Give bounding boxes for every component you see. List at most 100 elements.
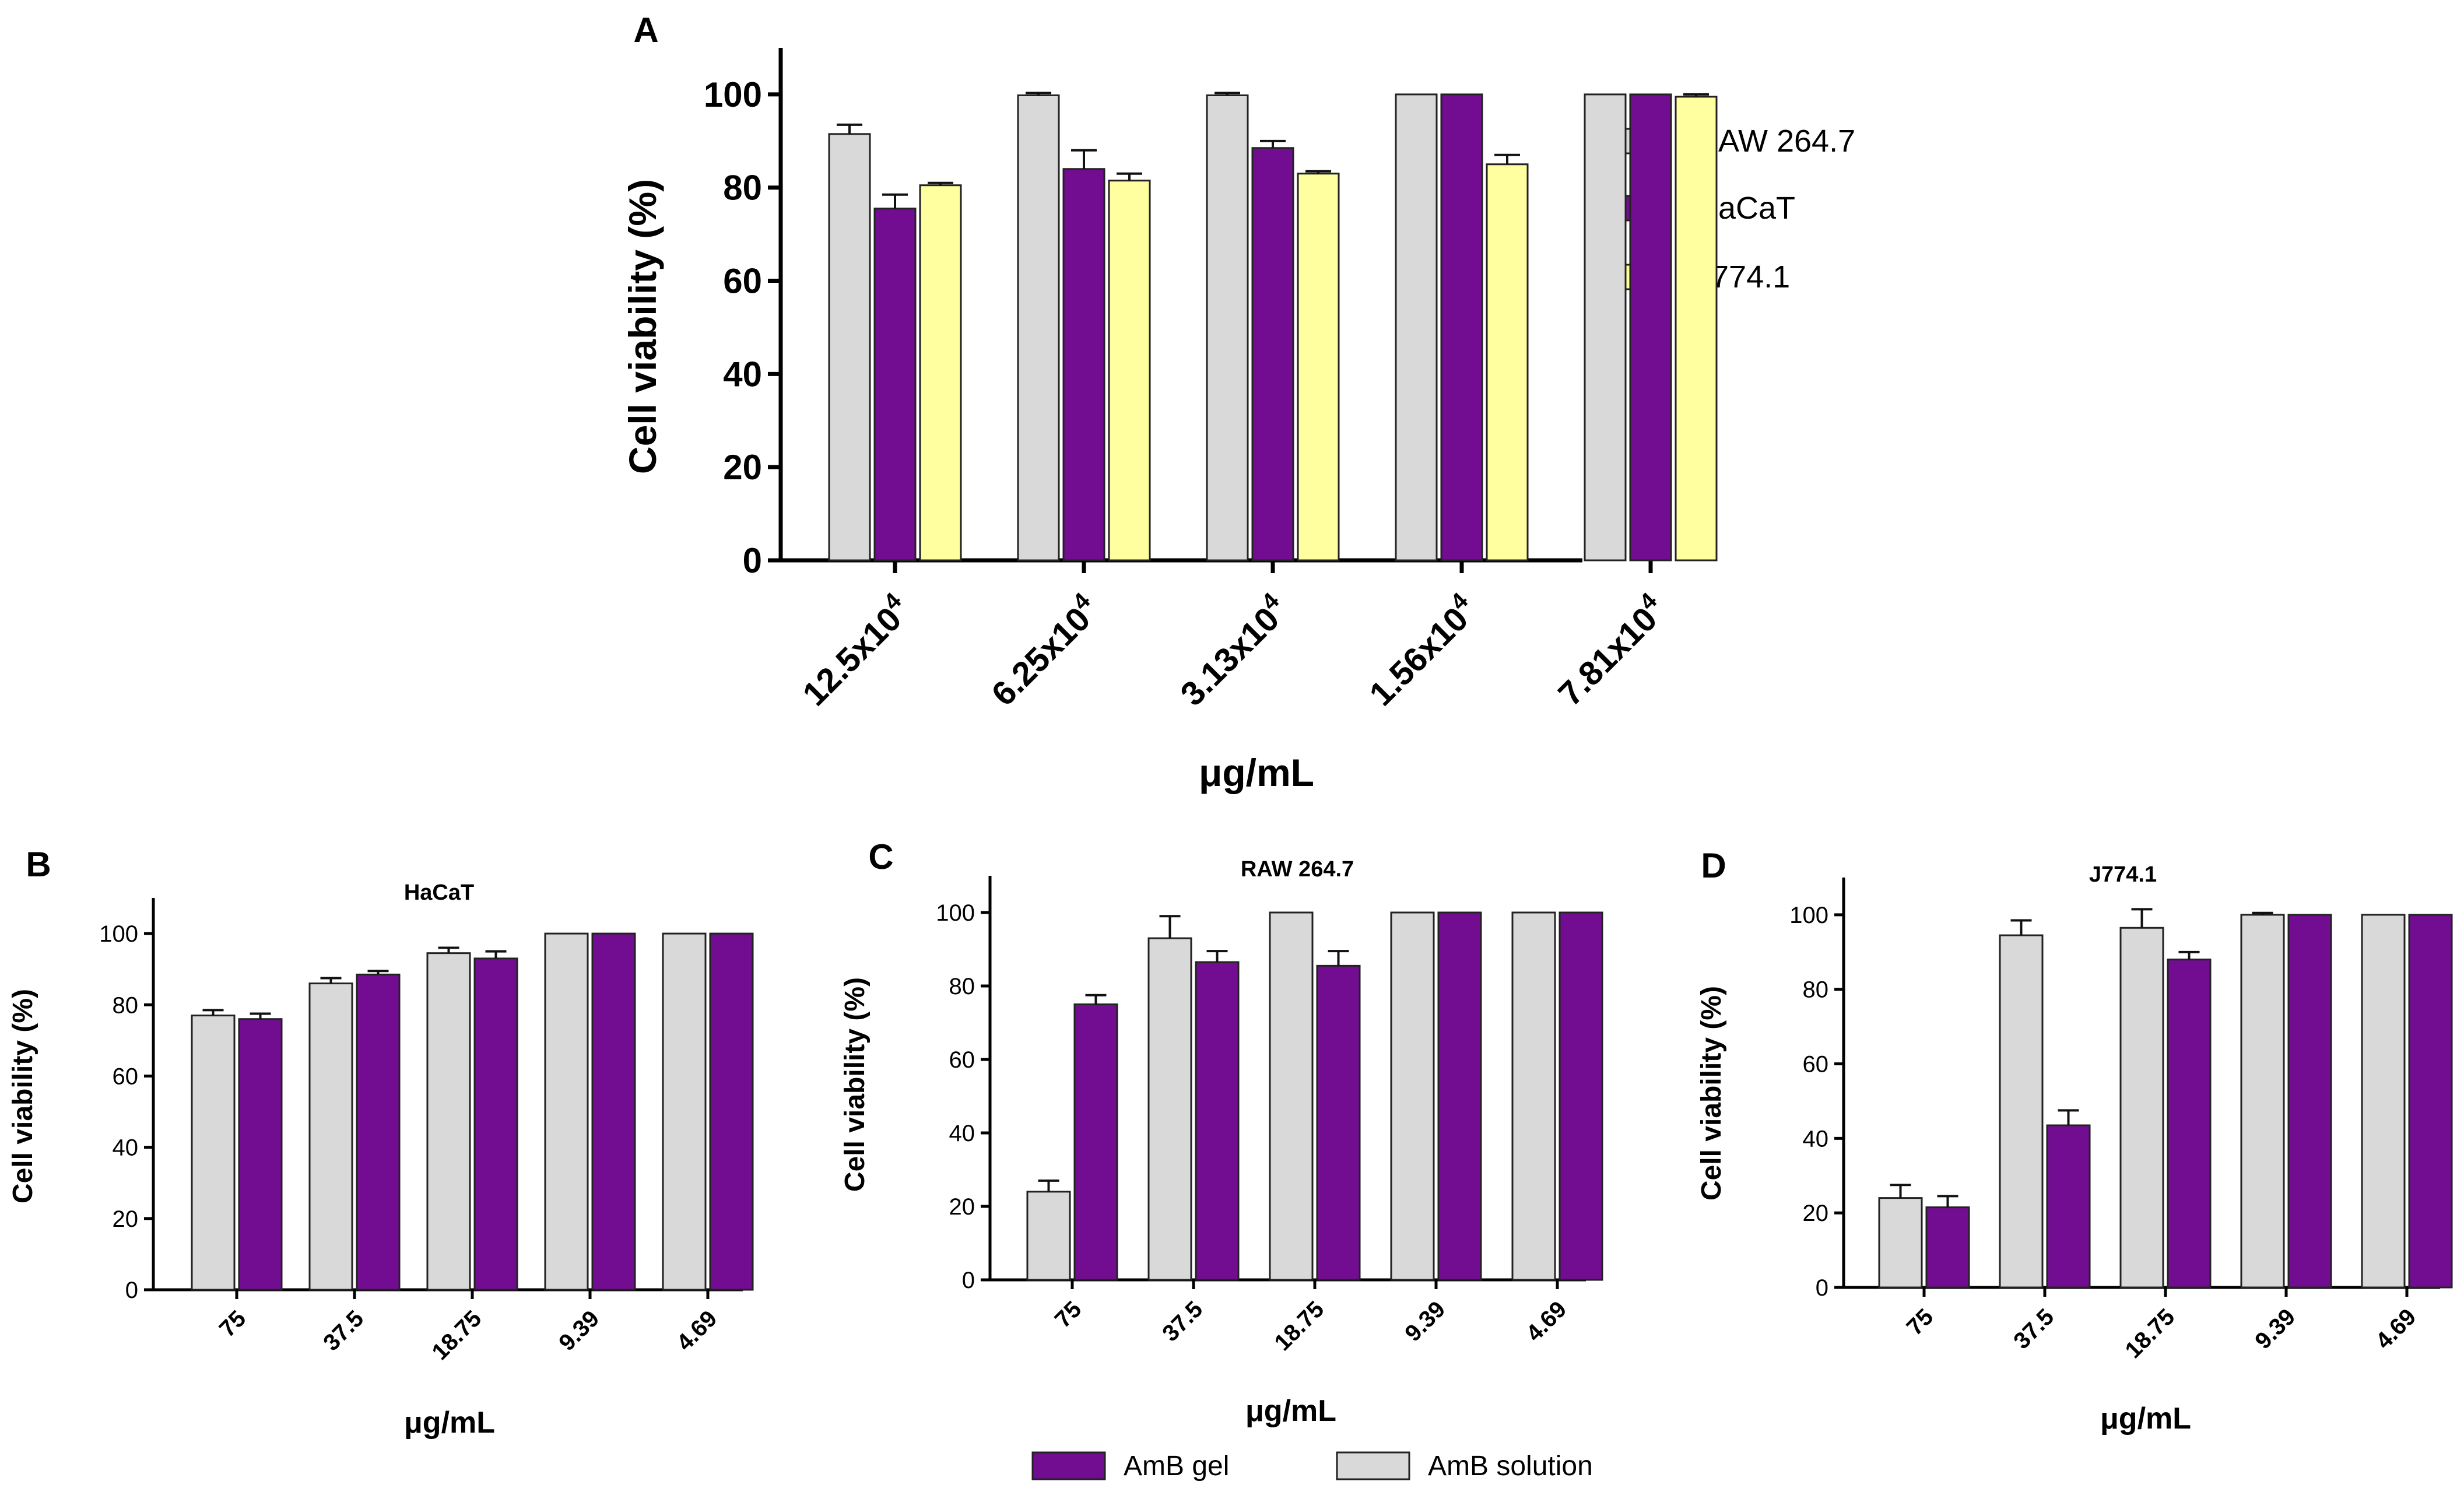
bar-amb-gel	[473, 957, 518, 1291]
bar-amb-solution	[1511, 911, 1556, 1281]
panel-d: D J774.1 Cell viability (%) μg/mL	[1696, 846, 2191, 1436]
x-tick-label-base: 1.56x10	[1362, 600, 1475, 713]
x-tick-label: 4.69	[672, 1306, 722, 1356]
bar-amb-gel	[1437, 911, 1482, 1281]
y-tick-label: 60	[1803, 1052, 1829, 1078]
bar-raw-264-7	[828, 133, 871, 561]
bar-amb-gel	[2046, 1124, 2091, 1289]
bar-amb-solution	[308, 982, 353, 1291]
y-tick-label: 0	[1816, 1275, 1828, 1301]
legend-label-amb-gel: AmB gel	[1124, 1451, 1229, 1482]
bar-amb-gel	[238, 1018, 283, 1291]
x-tick-label: 12.5x104	[792, 588, 918, 713]
bar-hacat	[873, 208, 917, 561]
x-tick-label-base: 6.25x10	[984, 600, 1097, 713]
bar-amb-gel	[591, 932, 636, 1291]
panel-d-y-axis-label: Cell viability (%)	[1696, 986, 1727, 1201]
bar-amb-solution	[426, 952, 471, 1291]
bottom-legend: AmB gel AmB solution	[1031, 1451, 1593, 1482]
y-tick-label: 80	[1803, 977, 1829, 1003]
panel-letter-b: B	[26, 845, 51, 884]
bar-hacat	[1251, 147, 1294, 561]
panel-b-title: HaCaT	[404, 880, 474, 905]
bar-amb-gel	[1195, 961, 1240, 1281]
y-tick-label: 60	[949, 1047, 975, 1073]
y-tick-label: 0	[743, 541, 762, 580]
bar-j774-1	[1675, 96, 1718, 561]
x-tick-label: 9.39	[554, 1306, 604, 1356]
y-tick-label: 20	[113, 1206, 139, 1232]
x-tick-label: 37.5	[318, 1306, 368, 1356]
bar-amb-gel	[2408, 914, 2453, 1289]
panel-a-y-axis-label: Cell viability (%)	[621, 179, 664, 474]
y-tick-label: 40	[1803, 1126, 1829, 1152]
y-tick-label: 100	[936, 900, 975, 926]
x-tick-label: 6.25x104	[981, 588, 1107, 713]
x-tick-label: 18.75	[2120, 1304, 2179, 1363]
panel-letter-c: C	[868, 837, 893, 876]
panel-b-x-axis-label: μg/mL	[404, 1406, 495, 1440]
y-tick-label: 40	[113, 1135, 139, 1161]
bar-j774-1	[1486, 163, 1529, 561]
x-tick-label: 18.75	[1269, 1296, 1329, 1356]
bar-raw-264-7	[1395, 93, 1438, 561]
bar-hacat	[1440, 93, 1483, 561]
chart-a-plot: 0 20 40 60 80 100 12.5x104 6.25x104 3.13x104 1.56…	[704, 48, 1718, 713]
y-tick-label: 60	[723, 262, 762, 301]
x-tick-label: 37.5	[2009, 1304, 2059, 1354]
panel-d-title: J774.1	[2089, 862, 2157, 887]
x-tick-label-base: 3.13x10	[1173, 600, 1286, 713]
x-tick-label: 75	[1902, 1304, 1939, 1340]
y-tick-label: 60	[113, 1064, 139, 1089]
bar-amb-solution	[1878, 1197, 1923, 1289]
y-tick-label: 100	[704, 75, 762, 114]
bar-amb-solution	[2361, 914, 2406, 1289]
y-tick-label: 80	[113, 992, 139, 1018]
panel-d-x-axis-label: μg/mL	[2100, 1402, 2191, 1436]
bar-amb-solution	[1269, 911, 1314, 1281]
bar-amb-gel	[1925, 1206, 1970, 1289]
bar-hacat	[1629, 93, 1672, 561]
y-tick-label: 100	[1789, 903, 1828, 928]
x-tick-label: 1.56x104	[1359, 588, 1484, 713]
bar-amb-solution	[1147, 937, 1192, 1281]
y-tick-label: 20	[949, 1194, 975, 1220]
x-tick-label: 4.69	[2371, 1304, 2421, 1354]
x-tick-label: 7.81x104	[1548, 588, 1673, 713]
y-tick-label: 100	[99, 921, 138, 947]
x-tick-label: 37.5	[1157, 1296, 1208, 1346]
x-tick-label: 3.13x104	[1170, 588, 1296, 713]
bar-amb-solution	[662, 932, 707, 1291]
y-tick-label: 20	[1803, 1201, 1829, 1226]
y-tick-label: 80	[723, 169, 762, 208]
y-tick-label: 40	[723, 355, 762, 394]
bar-amb-gel	[2287, 914, 2332, 1289]
bar-amb-solution	[544, 932, 589, 1291]
panel-c-title: RAW 264.7	[1241, 857, 1354, 882]
bar-j774-1	[1297, 173, 1340, 561]
chart-d-plot: 0 20 40 60 80 100 75 37.5 18.75 9.39 4.69	[1789, 878, 2453, 1363]
chart-b-plot: 0 20 40 60 80 100 75 37.5 18.75 9.39 4.69	[99, 898, 754, 1365]
legend-swatch-amb-solution	[1336, 1451, 1410, 1480]
bar-amb-gel	[1073, 1003, 1118, 1281]
panel-c-x-axis-label: μg/mL	[1245, 1394, 1336, 1428]
legend-label-amb-solution: AmB solution	[1428, 1451, 1593, 1482]
bar-j774-1	[1108, 180, 1151, 561]
y-tick-label: 0	[125, 1278, 138, 1303]
x-tick-label-base: 12.5x10	[795, 600, 908, 713]
bar-amb-solution	[1999, 934, 2044, 1289]
panel-letter-a: A	[633, 10, 658, 50]
bar-raw-264-7	[1206, 94, 1249, 561]
x-tick-label: 18.75	[427, 1306, 486, 1365]
legend-swatch-amb-gel	[1031, 1451, 1106, 1480]
panel-a-x-axis-label: μg/mL	[1199, 751, 1314, 794]
chart-c-plot: 0 20 40 60 80 100 75 37.5 18.75 9.39 4.69	[936, 876, 1603, 1356]
bar-amb-solution	[1390, 911, 1435, 1281]
panel-letter-d: D	[1701, 846, 1726, 885]
bar-amb-gel	[2167, 959, 2212, 1289]
bar-amb-gel	[356, 973, 401, 1291]
panel-c-y-axis-label: Cell viability (%)	[840, 977, 871, 1192]
panel-c: C RAW 264.7 Cell viability (%) μg/mL	[840, 837, 1354, 1428]
bar-raw-264-7	[1584, 93, 1627, 561]
